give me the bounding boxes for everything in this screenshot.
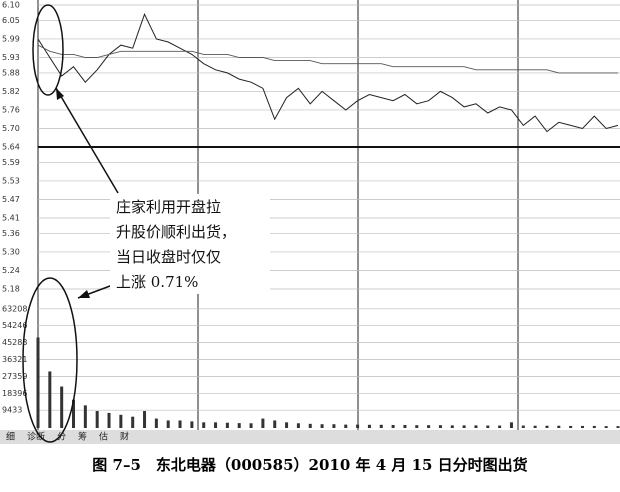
volume-bar bbox=[308, 423, 312, 428]
volume-bar bbox=[462, 425, 466, 428]
y-tick-label: 5.88 bbox=[2, 68, 20, 77]
volume-bar bbox=[521, 425, 525, 428]
volume-bar bbox=[616, 426, 620, 428]
y-tick-label: 18396 bbox=[2, 389, 27, 398]
y-tick-label: 36321 bbox=[2, 355, 27, 364]
volume-bar bbox=[450, 425, 454, 428]
arrow-head bbox=[56, 88, 64, 100]
volume-bar bbox=[498, 425, 502, 428]
tab-label: 筹 bbox=[78, 431, 87, 443]
y-tick-label: 5.36 bbox=[2, 229, 20, 238]
volume-bar bbox=[367, 424, 371, 428]
y-tick-label: 54246 bbox=[2, 321, 27, 330]
price-line bbox=[37, 12, 619, 133]
y-tick-label: 6.05 bbox=[2, 16, 20, 25]
annotation-line: 升股价顺利出货， bbox=[116, 223, 236, 241]
y-tick-label: 5.53 bbox=[2, 176, 20, 185]
volume-bar bbox=[36, 337, 40, 428]
volume-bar bbox=[332, 424, 336, 428]
annotation-line: 庄家利用开盘拉 bbox=[116, 198, 221, 216]
tab-bar bbox=[0, 430, 620, 444]
y-tick-label: 6.10 bbox=[2, 1, 20, 10]
y-tick-label: 5.99 bbox=[2, 34, 20, 43]
volume-bar bbox=[190, 421, 194, 428]
volume-bar bbox=[143, 411, 147, 428]
volume-bar bbox=[403, 424, 407, 428]
annotation-box bbox=[110, 194, 270, 294]
y-tick-label: 5.59 bbox=[2, 158, 20, 167]
volume-bar bbox=[533, 425, 537, 428]
volume-bar bbox=[474, 425, 478, 428]
volume-bar bbox=[273, 420, 277, 428]
annotation-line: 上涨 0.71% bbox=[116, 273, 198, 291]
volume-bar bbox=[225, 422, 229, 428]
volume-bar bbox=[356, 424, 360, 428]
volume-bar bbox=[509, 422, 513, 428]
y-tick-label: 5.64 bbox=[2, 143, 20, 152]
volume-bar bbox=[166, 420, 170, 428]
caption: 图 7–5 东北电器（000585）2010 年 4 月 15 日分时图出货 bbox=[92, 456, 527, 474]
volume-bar bbox=[486, 425, 490, 428]
y-tick-label: 5.70 bbox=[2, 124, 20, 133]
price-line bbox=[37, 44, 618, 74]
volume-bar bbox=[580, 425, 584, 428]
volume-bar bbox=[296, 423, 300, 428]
volume-bar bbox=[261, 418, 265, 428]
tab-label: 诊断 bbox=[27, 431, 45, 443]
volume-bar bbox=[249, 423, 253, 428]
volume-bar bbox=[604, 426, 608, 428]
volume-bar bbox=[72, 399, 76, 428]
volume-bar bbox=[202, 422, 206, 428]
volume-bar bbox=[545, 425, 549, 428]
volume-bar bbox=[592, 425, 596, 428]
volume-bar bbox=[415, 425, 419, 428]
y-tick-label: 5.47 bbox=[2, 195, 20, 204]
volume-bar bbox=[60, 386, 64, 428]
y-tick-label: 45283 bbox=[2, 338, 27, 347]
volume-bar bbox=[107, 412, 111, 428]
y-tick-label: 5.18 bbox=[2, 285, 20, 294]
arrow bbox=[55, 87, 119, 194]
annotation-line: 当日收盘时仅仅 bbox=[116, 248, 221, 266]
tab-label: 估 bbox=[99, 431, 108, 443]
volume-bar bbox=[154, 418, 158, 428]
tabs: 细诊断 分 筹估财 bbox=[6, 431, 129, 443]
volume-bar bbox=[48, 371, 52, 428]
y-tick-label: 5.24 bbox=[2, 266, 20, 275]
y-tick-label: 5.76 bbox=[2, 105, 20, 114]
y-tick-label: 63208 bbox=[2, 304, 27, 313]
y-tick-label: 5.41 bbox=[2, 214, 20, 223]
volume-bar bbox=[214, 422, 218, 428]
y-tick-label: 9433 bbox=[2, 406, 22, 415]
volume-bar bbox=[95, 411, 99, 428]
volume-bar bbox=[119, 414, 123, 428]
y-tick-label: 5.30 bbox=[2, 247, 20, 256]
volume-bar bbox=[83, 405, 87, 428]
tab-label: 细 bbox=[6, 431, 15, 443]
volume-bar bbox=[379, 424, 383, 428]
y-tick-label: 5.82 bbox=[2, 87, 20, 96]
y-tick-label: 27359 bbox=[2, 372, 27, 381]
volume-bar bbox=[344, 424, 348, 428]
highlight-ellipse bbox=[32, 4, 64, 96]
volume-bar bbox=[438, 425, 442, 428]
volume-bar bbox=[569, 425, 573, 428]
volume-bar bbox=[178, 420, 182, 428]
volume-bar bbox=[391, 424, 395, 428]
volume-bar bbox=[320, 424, 324, 428]
volume-bar bbox=[131, 416, 135, 428]
tab-label: 财 bbox=[120, 431, 129, 443]
arrow-head bbox=[78, 290, 90, 298]
volume-bar bbox=[285, 422, 289, 428]
volume-bar bbox=[427, 425, 431, 428]
volume-bar bbox=[557, 425, 561, 428]
tab-label: 分 bbox=[57, 432, 66, 443]
volume-bar bbox=[237, 423, 241, 428]
highlight-ellipse bbox=[22, 277, 78, 443]
y-tick-label: 5.93 bbox=[2, 53, 20, 62]
